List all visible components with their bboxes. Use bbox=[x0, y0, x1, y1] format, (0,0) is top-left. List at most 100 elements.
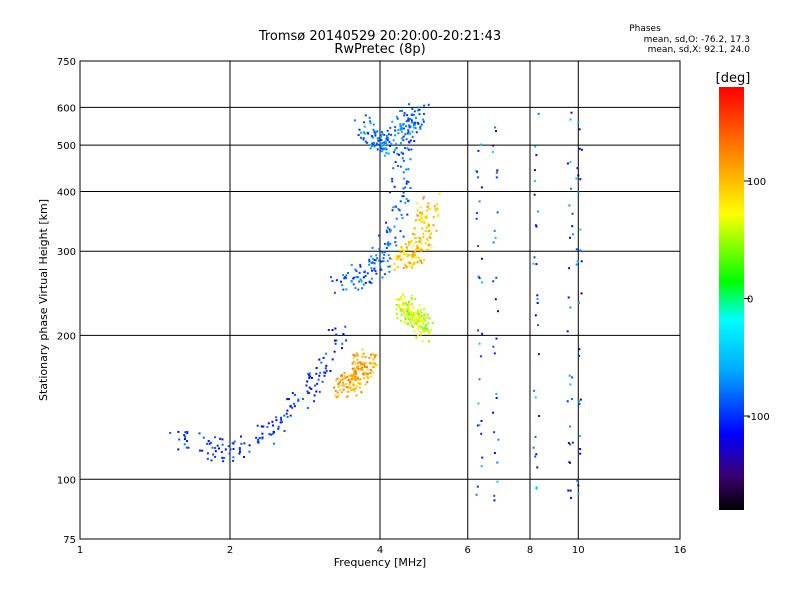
scatter-point bbox=[480, 419, 483, 422]
scatter-point bbox=[382, 257, 385, 260]
scatter-point bbox=[407, 254, 410, 257]
scatter-point bbox=[347, 374, 350, 377]
scatter-point bbox=[350, 389, 353, 392]
scatter-point bbox=[493, 499, 496, 502]
scatter-point bbox=[475, 217, 478, 220]
scatter-point bbox=[534, 314, 537, 317]
scatter-point bbox=[408, 313, 411, 316]
scatter-point bbox=[533, 256, 536, 259]
scatter-point bbox=[343, 375, 346, 377]
scatter-point bbox=[566, 162, 569, 165]
scatter-point bbox=[410, 121, 413, 124]
scatter-point bbox=[416, 246, 419, 249]
scatter-point bbox=[535, 487, 538, 490]
scatter-point bbox=[185, 446, 188, 449]
scatter-point bbox=[407, 305, 410, 308]
scatter-point bbox=[362, 283, 365, 286]
scatter-point bbox=[344, 382, 347, 385]
scatter-point bbox=[579, 435, 581, 437]
scatter-point bbox=[399, 295, 402, 298]
scatter-point bbox=[479, 143, 482, 146]
x-tick-label: 4 bbox=[377, 545, 383, 556]
scatter-point bbox=[570, 111, 573, 114]
scatter-point bbox=[248, 444, 251, 447]
colorbar: [deg] bbox=[716, 71, 750, 510]
scatter-point bbox=[419, 320, 422, 323]
scatter-point bbox=[534, 396, 537, 399]
scatter-point bbox=[239, 450, 241, 453]
scatter-point bbox=[431, 321, 434, 324]
scatter-point bbox=[386, 139, 389, 142]
scatter-point bbox=[408, 103, 410, 106]
scatter-point bbox=[533, 180, 536, 182]
scatter-point bbox=[349, 375, 352, 378]
scatter-point bbox=[354, 376, 357, 379]
scatter-point bbox=[337, 385, 340, 388]
scatter-point bbox=[477, 329, 480, 332]
scatter-point bbox=[413, 122, 416, 125]
scatter-point bbox=[493, 494, 496, 497]
scatter-point bbox=[412, 244, 415, 247]
scatter-point bbox=[478, 277, 481, 280]
scatter-point bbox=[575, 263, 578, 266]
scatter-point bbox=[383, 143, 386, 146]
scatter-point bbox=[417, 328, 420, 331]
scatter-point bbox=[410, 240, 413, 242]
scatter-point bbox=[532, 446, 535, 449]
scatter-point bbox=[427, 332, 430, 335]
scatter-point bbox=[536, 298, 539, 300]
scatter-point bbox=[381, 148, 384, 151]
scatter-point bbox=[428, 224, 430, 227]
scatter-point bbox=[428, 331, 431, 334]
y-axis-label: Stationary phase Virtual Height [km] bbox=[37, 199, 50, 401]
scatter-point bbox=[397, 256, 400, 258]
chart-subtitle: RwPretec (8p) bbox=[334, 42, 425, 57]
scatter-point bbox=[383, 133, 386, 136]
scatter-point bbox=[407, 130, 410, 133]
scatter-point bbox=[405, 246, 408, 249]
scatter-point bbox=[495, 171, 498, 174]
scatter-point bbox=[340, 375, 343, 378]
scatter-point bbox=[397, 208, 400, 211]
scatter-point bbox=[569, 489, 572, 492]
scatter-point bbox=[388, 230, 391, 233]
scatter-point bbox=[412, 253, 415, 256]
scatter-point bbox=[361, 348, 364, 351]
scatter-point bbox=[421, 213, 424, 216]
scatter-point bbox=[405, 253, 408, 256]
series-f2-upper-cluster bbox=[353, 103, 430, 157]
scatter-point bbox=[428, 317, 431, 320]
scatter-point bbox=[371, 257, 374, 260]
scatter-point bbox=[404, 322, 407, 325]
scatter-point bbox=[567, 296, 570, 299]
scatter-point bbox=[291, 406, 294, 409]
scatter-point bbox=[371, 246, 374, 249]
scatter-point bbox=[477, 176, 480, 179]
scatter-point bbox=[479, 355, 482, 358]
scatter-point bbox=[374, 134, 377, 137]
scatter-point bbox=[399, 123, 402, 126]
scatter-point bbox=[397, 132, 400, 135]
scatter-point bbox=[355, 379, 358, 381]
scatter-point bbox=[430, 246, 433, 249]
scatter-point bbox=[183, 443, 186, 446]
scatter-point bbox=[286, 398, 289, 401]
scatter-point bbox=[216, 444, 219, 447]
scatter-point bbox=[421, 211, 424, 214]
scatter-point bbox=[416, 320, 419, 323]
scatter-point bbox=[340, 391, 343, 394]
scatter-point bbox=[438, 192, 441, 195]
scatter-point bbox=[376, 257, 379, 260]
scatter-point bbox=[424, 327, 427, 330]
scatter-point bbox=[375, 364, 378, 366]
scatter-point bbox=[395, 115, 398, 118]
scatter-point bbox=[417, 321, 420, 324]
scatter-point bbox=[348, 378, 350, 381]
scatter-point bbox=[406, 248, 409, 251]
scatter-point bbox=[364, 356, 367, 359]
scatter-point bbox=[427, 243, 430, 246]
scatter-point bbox=[411, 326, 414, 328]
scatter-point bbox=[429, 236, 432, 239]
scatter-point bbox=[402, 250, 405, 253]
scatter-point bbox=[221, 443, 224, 446]
